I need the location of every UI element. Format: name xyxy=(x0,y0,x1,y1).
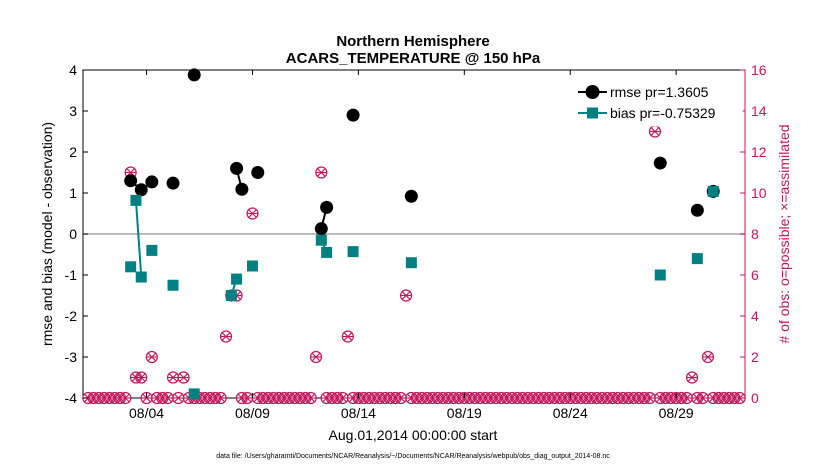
rmse-point xyxy=(314,222,328,236)
bias-point xyxy=(130,194,142,206)
obs-count-zero-marker xyxy=(680,391,693,405)
obs-count-marker xyxy=(399,289,413,302)
obs-count-zero-marker xyxy=(336,391,349,405)
y-left-tick-label: 3 xyxy=(69,103,77,119)
y-left-tick-label: 0 xyxy=(69,226,77,242)
y-right-tick-label: 14 xyxy=(751,103,767,119)
legend-rmse-label: rmse pr=1.3605 xyxy=(610,84,709,100)
chart-title-line2: ACARS_TEMPERATURE @ 150 hPa xyxy=(286,50,541,67)
bias-point xyxy=(707,185,719,197)
obs-count-marker xyxy=(177,371,190,384)
bias-point xyxy=(125,261,137,273)
y-right-tick-label: 10 xyxy=(751,185,767,201)
y-left-tick-label: 1 xyxy=(69,185,77,201)
obs-count-zero-marker xyxy=(241,391,254,405)
obs-count-zero-marker xyxy=(119,391,132,405)
legend-box xyxy=(573,77,743,127)
bias-point xyxy=(405,257,417,269)
rmse-point xyxy=(230,161,244,175)
obs-count-marker xyxy=(309,350,323,364)
rmse-point xyxy=(235,182,249,196)
obs-count-marker xyxy=(246,207,259,220)
obs-count-marker xyxy=(219,330,233,343)
obs-count-marker xyxy=(685,371,699,384)
y-left-tick-label: 2 xyxy=(69,144,77,160)
y-left-tick-label: -3 xyxy=(65,349,78,365)
x-tick-label: 08/14 xyxy=(341,405,376,421)
rmse-point xyxy=(166,176,180,190)
bias-point xyxy=(188,388,200,400)
y-axis-right-label: # of obs: o=possible; ×=assimilated xyxy=(776,124,792,343)
legend-bias-label: bias pr=-0.75329 xyxy=(610,105,716,121)
rmse-point xyxy=(404,189,418,203)
bias-point xyxy=(225,290,237,301)
x-tick-label: 08/24 xyxy=(553,405,588,421)
y-left-tick-label: -4 xyxy=(65,390,78,406)
series-rmse xyxy=(124,68,720,236)
bias-line-segment xyxy=(134,200,143,278)
rmse-point xyxy=(320,200,334,214)
obs-count-marker xyxy=(135,371,148,384)
bias-point xyxy=(691,253,703,265)
data-file-footnote: data file: /Users/gharamti/Documents/NCA… xyxy=(216,453,610,460)
bias-point xyxy=(135,271,147,283)
bias-point xyxy=(347,246,359,258)
rmse-point xyxy=(690,203,704,217)
y-left-tick-label: -1 xyxy=(65,267,78,283)
obs-count-marker xyxy=(145,350,158,364)
rmse-point xyxy=(124,174,138,188)
rmse-point xyxy=(134,183,148,197)
bias-point xyxy=(315,234,327,246)
x-tick-label: 08/29 xyxy=(659,405,694,421)
legend-rmse-marker xyxy=(585,85,600,99)
y-right-tick-label: 12 xyxy=(751,144,767,160)
bias-point xyxy=(231,273,243,285)
bias-point xyxy=(167,279,179,291)
rmse-point xyxy=(187,68,201,82)
y-right-tick-label: 16 xyxy=(751,62,767,78)
obs-count-marker xyxy=(341,330,354,343)
y-right-tick-label: 4 xyxy=(751,308,759,324)
x-tick-label: 08/04 xyxy=(129,405,164,421)
obs-count-marker xyxy=(315,166,328,179)
y-left-tick-label: -2 xyxy=(65,308,78,324)
series-bias xyxy=(125,185,719,400)
y-right-tick-label: 8 xyxy=(751,226,759,242)
rmse-point xyxy=(145,175,159,189)
y-left-tick-label: 4 xyxy=(69,62,77,78)
bias-point xyxy=(654,269,666,281)
rmse-point xyxy=(346,108,360,122)
x-tick-label: 08/19 xyxy=(447,405,482,421)
legend-bias-marker xyxy=(587,107,598,119)
chart-title-line1: Northern Hemisphere xyxy=(336,33,489,50)
y-axis-left-label: rmse and bias (model - observation) xyxy=(39,122,55,346)
bias-point xyxy=(321,246,333,258)
obs-count-zero-marker xyxy=(214,391,227,405)
y-right-tick-label: 0 xyxy=(751,390,759,406)
x-axis-label: Aug.01,2014 00:00:00 start xyxy=(329,427,498,443)
bias-point xyxy=(246,260,258,272)
y-right-tick-label: 2 xyxy=(751,349,759,365)
rmse-point xyxy=(251,166,265,179)
x-tick-label: 08/09 xyxy=(235,405,270,421)
y-right-tick-label: 6 xyxy=(751,267,759,283)
legend: rmse pr=1.3605 bias pr=-0.75329 xyxy=(573,77,743,127)
rmse-point xyxy=(653,156,667,170)
bias-point xyxy=(146,244,158,256)
obs-count-zero-marker xyxy=(304,391,317,405)
obs-count-marker xyxy=(701,350,715,364)
